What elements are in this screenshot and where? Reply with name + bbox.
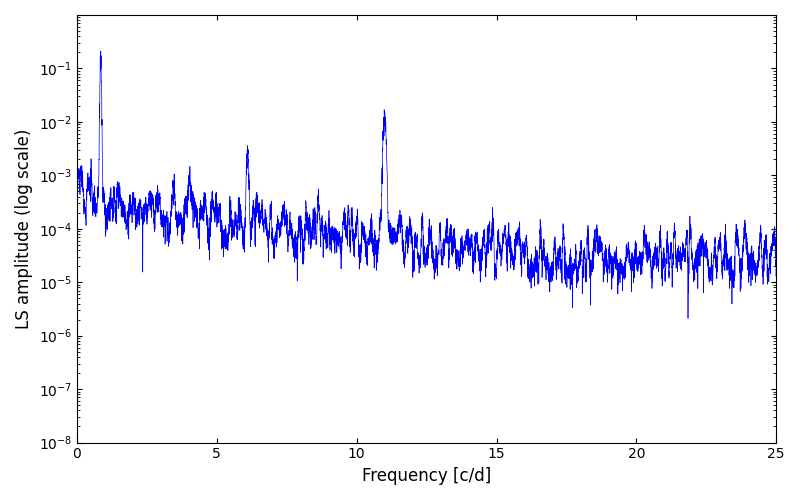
- X-axis label: Frequency [c/d]: Frequency [c/d]: [362, 467, 491, 485]
- Y-axis label: LS amplitude (log scale): LS amplitude (log scale): [15, 128, 33, 329]
